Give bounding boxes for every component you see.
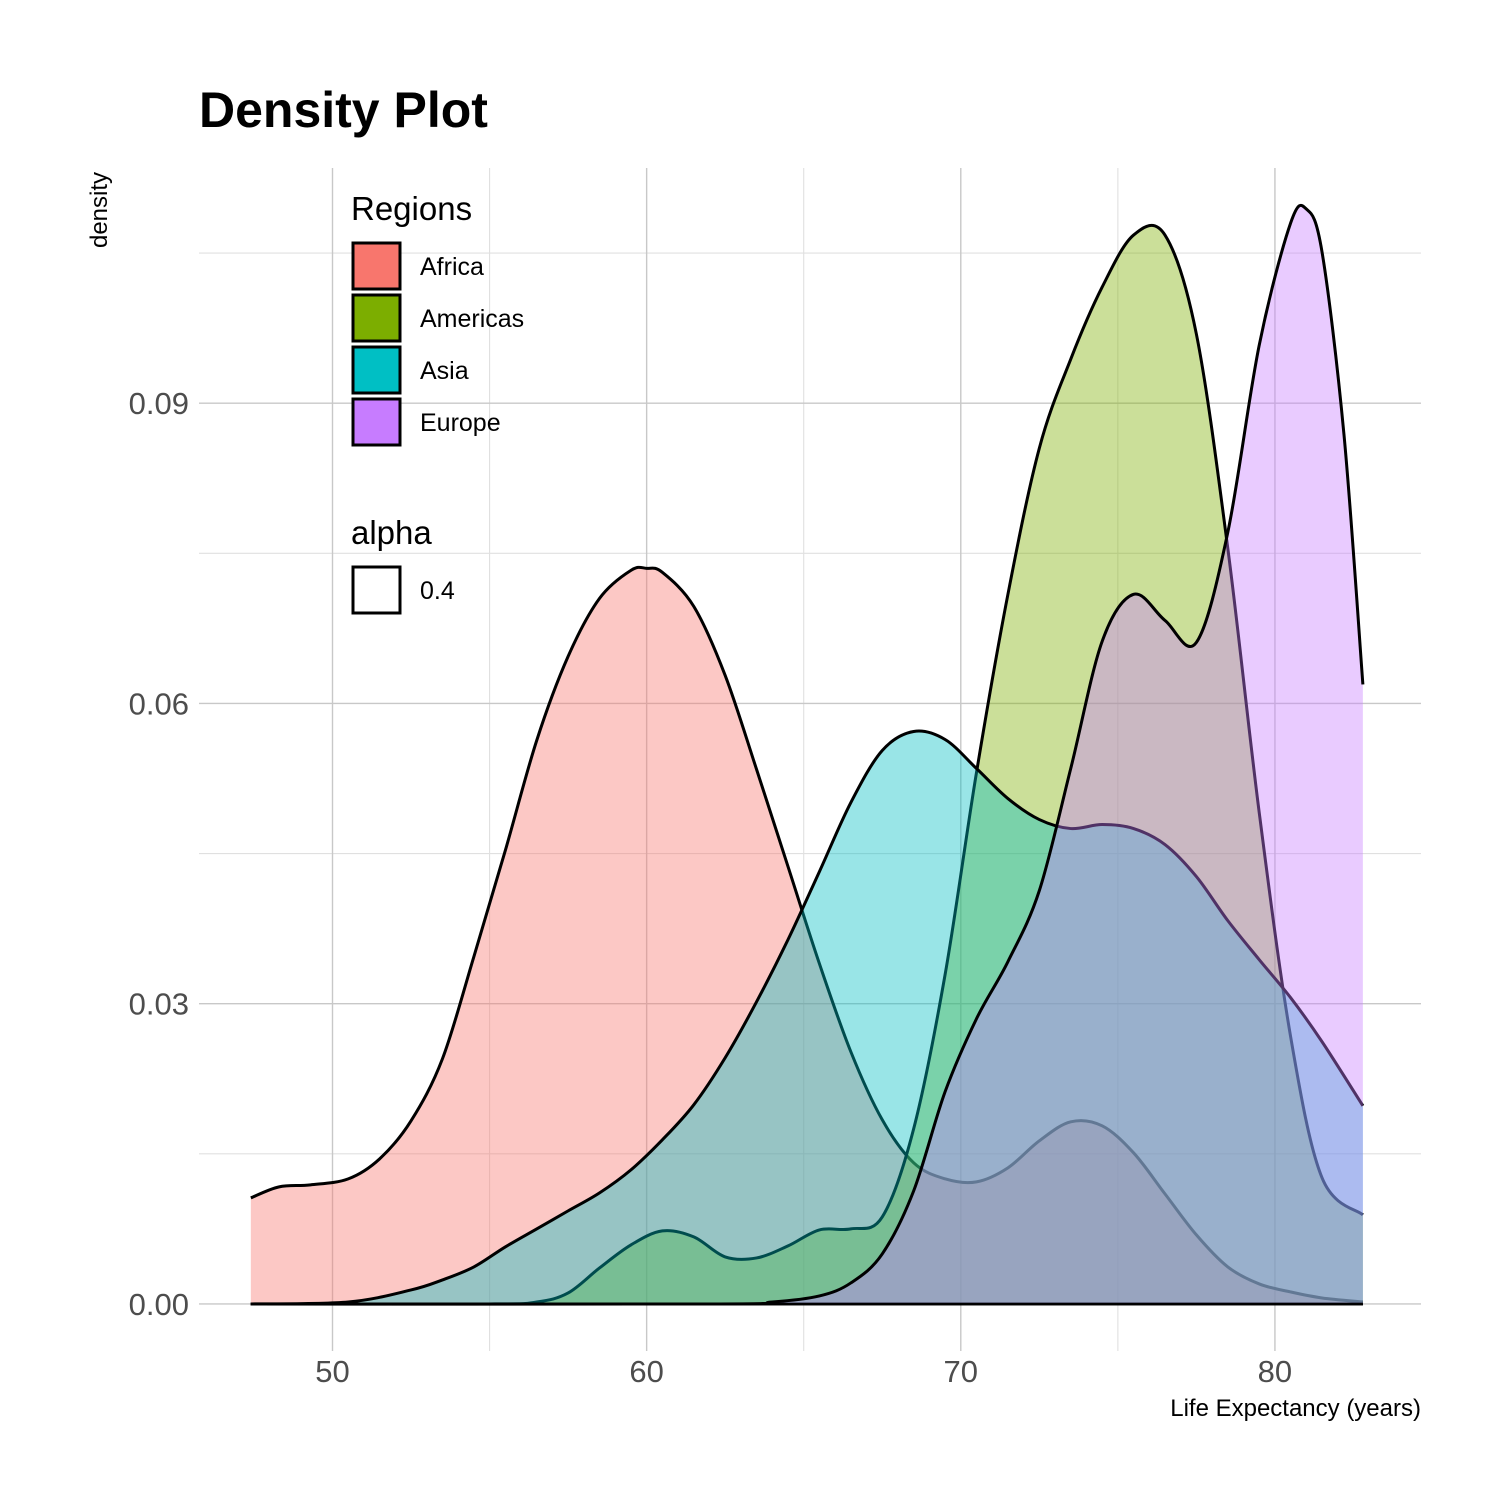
legend-title-regions: Regions [351, 190, 472, 227]
legend-label-europe: Europe [420, 409, 501, 437]
y-axis-ticks: 0.00 0.03 0.06 0.09 [129, 386, 189, 1322]
y-axis-title: density [86, 172, 113, 248]
legend-label-asia: Asia [420, 357, 469, 385]
legend-key-europe [351, 397, 402, 447]
x-axis-title: Life Expectancy (years) [1170, 1395, 1421, 1422]
y-tick-label: 0.06 [129, 686, 189, 721]
legend-key-alpha [351, 565, 402, 615]
chart-title: Density Plot [199, 82, 488, 138]
density-area-asia [250, 731, 1363, 1304]
legend-key-asia [351, 345, 402, 395]
density-line-americas [250, 224, 1364, 1306]
density-line-asia [250, 729, 1365, 1306]
legend-key-africa [351, 241, 402, 291]
legend-key-americas [351, 293, 402, 343]
legend-label-alpha: 0.4 [420, 577, 455, 605]
x-axis-ticks: 50 60 70 80 [315, 1354, 1292, 1389]
density-area-americas [250, 225, 1363, 1305]
legend-label-africa: Africa [420, 253, 484, 281]
x-tick-label: 80 [1258, 1354, 1292, 1389]
x-tick-label: 60 [629, 1354, 663, 1389]
density-area-europe [250, 205, 1363, 1305]
x-tick-label: 50 [315, 1354, 349, 1389]
y-tick-label: 0.03 [129, 987, 189, 1022]
density-area-africa [250, 567, 1363, 1304]
y-tick-label: 0.00 [129, 1287, 189, 1322]
density-line-africa [250, 565, 1364, 1304]
legend-title-alpha: alpha [351, 514, 432, 551]
x-tick-label: 70 [944, 1354, 978, 1389]
density-areas [250, 203, 1365, 1306]
legend-items: Africa Americas Asia Europe [351, 241, 524, 447]
legend-label-americas: Americas [420, 305, 524, 333]
legend: Regions Africa Americas Asia Europe alpha 0… [351, 190, 524, 615]
y-tick-label: 0.09 [129, 386, 189, 421]
density-line-europe [250, 203, 1365, 1306]
